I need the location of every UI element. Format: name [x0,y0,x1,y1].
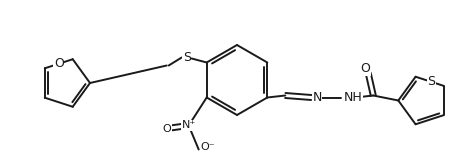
Text: N: N [312,91,322,104]
Text: O: O [162,124,171,133]
Text: O: O [54,57,64,70]
Text: O: O [360,62,370,75]
Text: NH: NH [343,91,362,104]
Text: O⁻: O⁻ [201,142,215,151]
Text: N⁺: N⁺ [182,120,196,131]
Text: S: S [428,75,436,88]
Text: S: S [183,51,191,64]
